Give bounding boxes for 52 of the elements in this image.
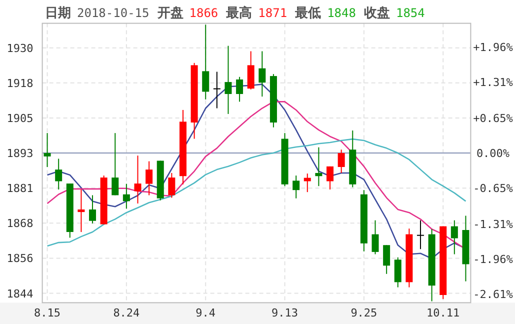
candlestick [292,175,300,199]
y2-tick-label: -0.65% [473,182,514,196]
text: 最高 1871 [225,5,288,21]
x-tick-label: 8.24 [113,306,140,320]
y-tick-label: 1918 [6,76,34,90]
candlestick [224,45,232,114]
x-tick-label: 9.13 [272,306,298,320]
y-tick-label: 1844 [6,287,34,300]
candlestick [338,149,345,174]
candlestick [213,71,220,109]
candlestick [326,166,334,190]
candlestick [315,146,322,187]
candlestick [450,220,458,255]
candlestick [112,132,119,196]
y-tick-label: 1856 [6,252,34,266]
y2-tick-label: -1.96% [473,252,514,266]
y2-tick-label: +1.31% [473,76,514,90]
text: 开盘 1866 [156,6,218,21]
y2-tick-label: -1.31% [473,218,514,231]
candlestick [247,50,254,90]
y2-tick-label: -2.61% [473,288,514,302]
candlestick [394,256,402,288]
candlestick [202,24,210,100]
text: 收盘 1854 [364,6,425,21]
candlestick [55,158,62,190]
x-tick-label: 8.15 [34,306,61,320]
candlestick [78,189,85,232]
y-tick-label: 1905 [6,112,34,125]
text: 最低 1848 [294,6,356,21]
y-tick-label: 1930 [6,42,34,55]
candlestick [146,160,153,196]
candlestick [236,76,244,102]
candlestick [372,220,379,255]
y2-tick-label: 0.00% [476,147,510,160]
text: 日期 2018-10-15 [45,6,150,21]
candlestick [44,132,51,168]
candlestick [383,244,390,274]
candlestick [134,155,142,204]
line-series [46,138,466,247]
x-tick-label: 9.4 [196,306,216,320]
x-tick-label: 9.25 [350,306,378,320]
y2-tick-label: +0.65% [473,112,514,125]
candlestick [122,183,130,210]
y-tick-label: 1868 [6,217,34,230]
candlestick [258,50,266,98]
y-tick-label: 1881 [6,182,34,196]
candlestick [89,194,96,224]
y-tick-label: 1893 [6,147,34,160]
x-tick-label: 10.11 [426,306,460,320]
candlestick [416,220,424,250]
candlestick [168,172,176,198]
y2-tick-label: +1.96% [473,41,514,54]
